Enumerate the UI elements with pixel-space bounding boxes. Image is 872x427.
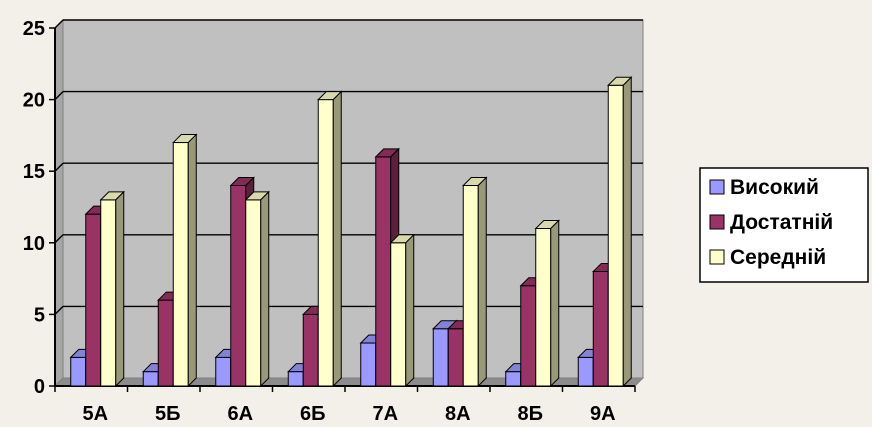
bar [607, 76, 633, 388]
gridline-side [54, 91, 64, 101]
bar [389, 233, 415, 388]
x-tick-label: 7А [372, 403, 398, 425]
bar-side [260, 190, 270, 388]
bar-front [375, 156, 392, 387]
bar [317, 90, 343, 388]
bar-front [505, 371, 522, 387]
bar-front [85, 213, 102, 387]
y-tick-label: 15 [23, 161, 45, 183]
legend-box [699, 167, 869, 283]
legend-label: Високий [730, 176, 819, 199]
gridline-side [54, 162, 64, 172]
bar-front [302, 313, 319, 387]
legend-swatch [709, 249, 725, 265]
x-tick-label: 8Б [518, 403, 544, 425]
bar-side [332, 90, 342, 388]
bar-front [70, 356, 87, 387]
bar [534, 219, 560, 388]
y-tick-label: 25 [23, 18, 45, 40]
bar-front [607, 84, 624, 387]
legend-swatch [709, 214, 725, 230]
x-tick-label: 9А [590, 403, 616, 425]
bar [99, 190, 125, 388]
y-tick-label: 10 [23, 233, 45, 255]
x-tick-label: 8А [445, 403, 471, 425]
bar-front [287, 371, 304, 387]
legend-label: Достатній [730, 211, 833, 234]
bar-front [390, 242, 407, 387]
bar [244, 190, 270, 388]
bar-front [535, 227, 552, 387]
legend-item: Достатній [709, 211, 833, 234]
bar-front [317, 99, 334, 387]
bars [69, 76, 633, 388]
bar-front [592, 270, 609, 387]
bar-front [245, 199, 262, 387]
bar-front [432, 328, 449, 387]
bar-front [230, 185, 247, 387]
y-tick-label: 20 [23, 90, 45, 112]
bar-front [100, 199, 117, 387]
x-tick-label: 5Б [155, 403, 181, 425]
legend-swatch [709, 179, 725, 195]
bar-side [550, 219, 560, 388]
y-tick-labels: 0 5 10 15 20 25 [23, 18, 45, 398]
legend: Високий Достатній Середній [699, 167, 869, 283]
bar-front [520, 285, 537, 387]
legend-item: Високий [709, 176, 819, 199]
bar-front [215, 356, 232, 387]
bar-side [622, 76, 632, 388]
legend-label: Середній [730, 246, 826, 269]
bar [172, 133, 198, 388]
side-wall [54, 18, 64, 388]
bar-side [187, 133, 197, 388]
bar-side [115, 190, 125, 388]
x-tick-label: 5А [82, 403, 108, 425]
gridline-side [54, 19, 64, 29]
bar-side [477, 176, 487, 388]
bar-front [360, 342, 377, 387]
bar-front [142, 371, 159, 387]
bar-front [157, 299, 174, 387]
legend-item: Середній [709, 246, 826, 269]
bar-front [577, 356, 594, 387]
x-tick-label: 6А [227, 403, 253, 425]
bar-side [405, 233, 415, 388]
x-tick-label: 6Б [300, 403, 326, 425]
bar [462, 176, 488, 388]
bar-front [172, 142, 189, 387]
bar-front [462, 185, 479, 387]
x-tick-labels: 5А 5Б 6А 6Б 7А 8А 8Б 9А [82, 403, 615, 425]
y-tick-label: 0 [34, 376, 45, 398]
bar-front [447, 328, 464, 387]
gridline-side [54, 234, 64, 244]
gridline-side [54, 305, 64, 315]
y-tick-label: 5 [34, 304, 45, 326]
